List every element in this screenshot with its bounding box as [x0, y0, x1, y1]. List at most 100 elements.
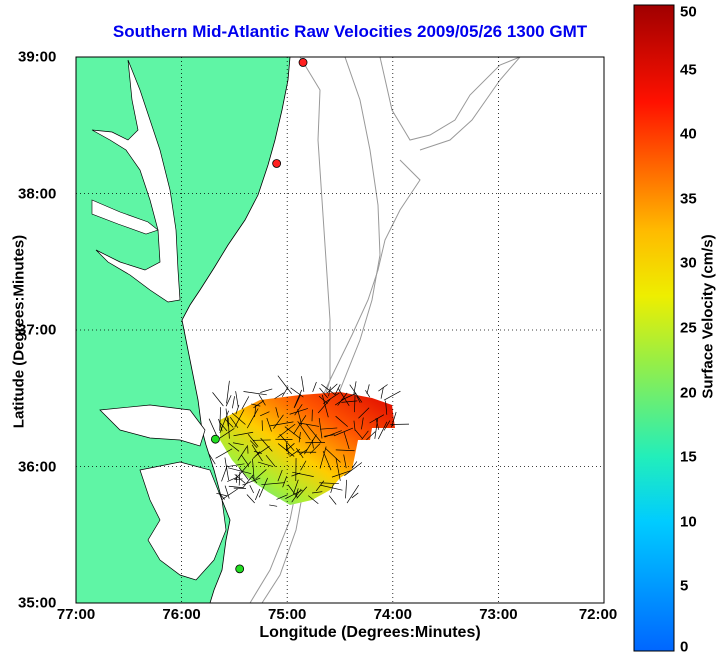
x-tick-label: 73:00	[479, 606, 518, 623]
colorbar-tick-label: 45	[680, 61, 697, 79]
velocity-arrow	[277, 469, 283, 482]
velocity-arrow	[286, 445, 290, 456]
velocity-arrow	[226, 463, 245, 468]
velocity-arrow	[296, 486, 308, 499]
velocity-arrow	[253, 450, 262, 454]
river-potomac	[91, 199, 159, 235]
colorbar-tick-label: 0	[680, 638, 689, 656]
velocity-arrow	[375, 418, 380, 430]
velocity-arrow	[234, 474, 246, 484]
velocity-arrow	[315, 480, 325, 492]
velocity-arrow	[354, 392, 356, 413]
grid	[76, 57, 604, 603]
velocity-arrow	[333, 427, 354, 437]
velocity-arrow	[242, 477, 261, 486]
velocity-arrow	[284, 426, 302, 440]
velocity-arrow	[321, 384, 336, 395]
plot-frame	[75, 56, 605, 604]
velocity-arrow	[250, 440, 258, 449]
velocity-arrow	[291, 472, 301, 477]
velocity-arrow	[349, 384, 363, 403]
velocity-arrow	[275, 407, 279, 418]
velocity-arrow	[257, 461, 273, 467]
velocity-arrow	[318, 418, 323, 439]
velocity-arrow	[279, 434, 295, 452]
velocity-arrow	[344, 462, 363, 476]
velocity-arrow	[227, 476, 238, 482]
colorbar-tick-label: 30	[680, 254, 697, 272]
velocity-arrow	[319, 387, 328, 399]
velocity-arrow	[289, 408, 308, 415]
velocity-arrow	[255, 488, 261, 501]
x-axis-label: Longitude (Degrees:Minutes)	[259, 624, 481, 641]
x-tick-label: 77:00	[56, 606, 96, 623]
colorbar	[633, 4, 675, 652]
velocity-arrow	[331, 470, 351, 478]
colorbar-tick-label: 10	[680, 513, 697, 531]
colorbar-tick-label: 35	[680, 190, 697, 208]
velocity-arrow	[277, 423, 296, 438]
velocity-arrow	[297, 421, 311, 441]
velocity-arrow	[319, 446, 327, 469]
velocity-arrow	[294, 404, 303, 416]
velocity-arrow	[305, 423, 322, 443]
velocity-arrow	[242, 474, 254, 489]
velocity-arrow	[243, 391, 267, 396]
colorbar-tick-label: 5	[680, 577, 689, 595]
velocity-arrow	[229, 416, 239, 428]
velocity-arrow	[312, 381, 317, 392]
velocity-arrow	[219, 407, 221, 431]
velocity-arrow	[385, 400, 388, 415]
velocity-arrow	[269, 421, 294, 427]
velocity-arrow	[234, 409, 245, 428]
velocity-arrow	[261, 482, 285, 486]
velocity-arrow	[356, 395, 361, 403]
velocity-arrow	[226, 380, 230, 404]
stations	[210, 58, 308, 574]
velocity-arrow	[228, 485, 244, 489]
velocity-arrow	[237, 446, 248, 461]
velocity-arrow	[326, 383, 338, 394]
velocity-arrow	[219, 422, 228, 432]
velocity-arrow	[227, 417, 230, 439]
velocity-arrow	[282, 476, 288, 488]
velocity-arrow	[358, 407, 370, 419]
velocity-arrow	[345, 479, 347, 499]
velocity-arrow	[341, 400, 358, 403]
velocity-arrow	[276, 494, 288, 500]
velocity-arrow	[361, 417, 364, 430]
velocity-arrow	[277, 443, 295, 457]
velocity-arrow	[293, 479, 299, 495]
velocity-arrow	[337, 387, 350, 407]
x-tick-label: 75:00	[268, 606, 307, 623]
station-marker	[272, 159, 282, 168]
velocity-arrow	[334, 384, 341, 396]
velocity-arrow	[224, 418, 234, 428]
velocity-arrow	[300, 460, 307, 471]
velocity-arrow	[351, 461, 358, 469]
velocity-arrow	[365, 390, 371, 398]
velocity-arrow	[255, 445, 270, 456]
velocity-arrow	[383, 390, 401, 401]
velocity-arrow	[249, 485, 254, 494]
velocity-arrow	[335, 457, 341, 481]
velocity-arrow	[224, 485, 230, 499]
velocity-arrow	[260, 388, 273, 393]
colorbar-tick-label: 50	[680, 3, 697, 21]
y-tick-label: 36:00	[18, 458, 57, 475]
velocity-arrow	[290, 387, 304, 398]
velocity-arrow	[320, 484, 343, 491]
velocity-arrow	[225, 395, 232, 407]
velocity-arrow	[308, 495, 319, 505]
colorbar-tick-label: 40	[680, 125, 697, 143]
velocity-arrow	[361, 430, 369, 440]
velocity-arrow	[246, 494, 255, 504]
velocity-arrow	[366, 384, 370, 395]
velocity-arrow	[228, 467, 252, 474]
velocity-arrow	[323, 434, 335, 437]
velocity-arrow	[228, 442, 240, 452]
velocity-arrow	[274, 392, 284, 399]
velocity-arrow	[297, 409, 303, 426]
velocity-arrow	[380, 387, 384, 399]
velocity-arrow	[309, 443, 321, 454]
